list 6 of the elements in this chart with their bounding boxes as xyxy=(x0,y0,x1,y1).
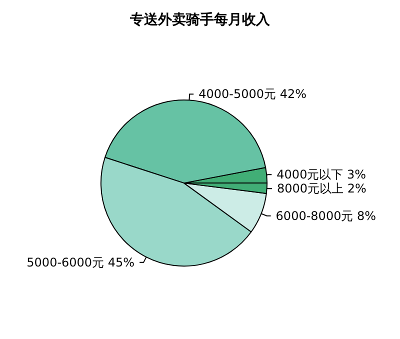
slice-label: 8000元以上 2% xyxy=(277,182,366,196)
slice-label: 5000-6000元 45% xyxy=(26,255,135,270)
slice-label: 4000元以下 3% xyxy=(276,168,366,182)
chart-title: 专送外卖骑手每月收入 xyxy=(129,11,271,28)
slice-label: 4000-5000元 42% xyxy=(198,87,306,102)
slice-label: 6000-8000元 8% xyxy=(276,208,376,223)
